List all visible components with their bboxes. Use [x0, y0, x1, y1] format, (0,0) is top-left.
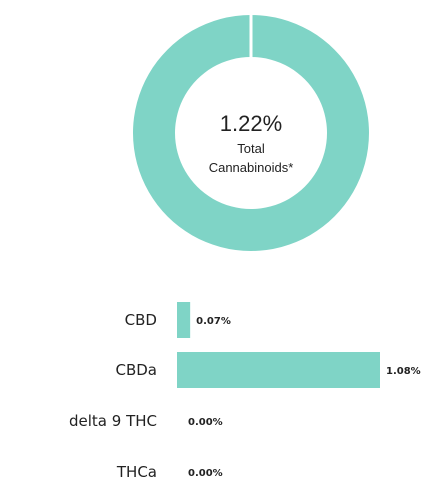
bar	[177, 352, 380, 388]
bar-category-label: CBD	[125, 311, 157, 329]
bar-chart: CBD 0.07% CBDa 1.08% delta 9 THC 0.00% THCa 0.0…	[69, 302, 421, 481]
bar-value-label: 0.00%	[188, 417, 223, 428]
donut-center-value: 1.22%	[220, 111, 282, 136]
bar	[177, 302, 191, 338]
donut-center-label-total: Total	[237, 141, 265, 156]
bar-category-label: THCa	[116, 463, 157, 481]
donut-slice	[132, 15, 369, 251]
bar-value-label: 0.07%	[196, 316, 231, 327]
bar-category-label: delta 9 THC	[69, 412, 157, 430]
donut-chart	[132, 14, 369, 251]
bar-value-label: 1.08%	[386, 366, 421, 377]
bar-value-label: 0.00%	[188, 468, 223, 479]
donut-center-label-cannabinoids: Cannabinoids*	[209, 160, 294, 175]
bar-category-label: CBDa	[115, 361, 157, 379]
